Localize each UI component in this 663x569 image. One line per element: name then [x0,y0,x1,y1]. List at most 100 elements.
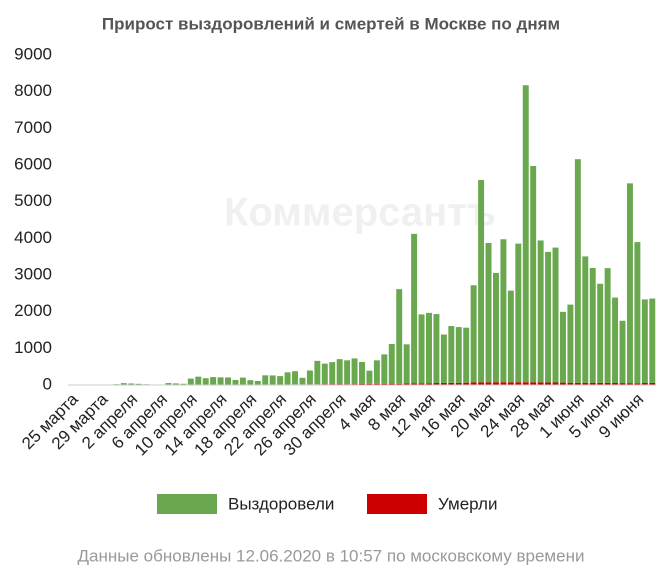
bar [269,375,276,385]
bar [366,383,373,385]
bar [500,382,507,385]
bar [411,233,418,384]
bar [522,382,529,385]
y-tick-label: 1000 [14,338,52,357]
bar [433,314,440,384]
bar [165,383,172,385]
bar [485,382,492,385]
bar [426,383,432,385]
bar [359,383,365,385]
bar [507,382,514,385]
bar [567,382,574,385]
bar [373,383,380,385]
bar [396,383,403,385]
bar [381,354,388,384]
bar [210,377,217,385]
bar [292,371,298,385]
bar [403,383,410,385]
bar [403,344,410,384]
footnote: Данные обновлены 12.06.2020 в 10:57 по м… [78,546,585,565]
bar [626,383,633,385]
bar [239,377,246,385]
bar [589,382,596,385]
bar [634,383,641,385]
bar [515,243,522,383]
bar [440,382,447,385]
bar [612,297,619,383]
legend-label: Выздоровели [228,494,334,513]
bar [641,382,648,385]
bar [492,272,499,383]
bar [641,299,648,383]
bar [649,382,656,385]
chart-title: Прирост выздоровлений и смертей в Москве… [102,14,560,33]
bar [589,267,596,383]
bar [344,360,351,385]
bar [582,256,589,383]
bar [530,165,537,383]
bar [582,382,589,385]
bar [604,268,611,383]
bar [500,239,507,383]
bar [388,383,395,385]
bar [426,312,432,384]
bar [559,311,566,383]
bar [559,382,566,385]
bar [366,370,373,384]
bar [619,383,626,385]
bar [299,377,306,385]
y-tick-label: 2000 [14,301,52,320]
bar [649,298,656,383]
bar [225,377,232,385]
bar [470,285,477,383]
bar [574,382,581,385]
bar [604,382,611,385]
bar [306,370,313,385]
bar [455,327,462,383]
bar [120,383,127,385]
bar [463,327,470,383]
bar [619,320,626,384]
bar [515,382,522,385]
bar [567,304,574,383]
bar [284,372,291,385]
y-tick-label: 5000 [14,191,52,210]
bar [195,376,202,385]
bar [530,382,537,385]
bar [545,251,552,383]
bar [552,247,559,383]
y-tick-label: 3000 [14,264,52,283]
bar [232,379,239,385]
bar [411,383,418,385]
bar [396,289,403,384]
bar [455,382,462,385]
bar [262,375,269,385]
bar [626,183,633,384]
bar [597,283,604,383]
watermark: Коммерсантъ [224,191,496,235]
bar [128,383,135,385]
bar [492,382,499,385]
bar [470,382,477,385]
bar [373,360,380,384]
y-tick-label: 6000 [14,154,52,173]
legend-swatch [367,494,427,514]
bar [381,383,388,385]
bar [448,382,455,385]
y-tick-label: 4000 [14,228,52,247]
bar [634,242,641,384]
bar [388,344,395,384]
bar [597,382,604,385]
bar [478,382,485,385]
bar [612,382,619,385]
bar [314,360,321,385]
y-tick-label: 7000 [14,118,52,137]
y-tick-label: 8000 [14,81,52,100]
bar [247,380,254,385]
bar [448,326,455,383]
bar [433,383,440,385]
bar [545,382,552,385]
bar [485,242,492,383]
bar [359,361,365,384]
